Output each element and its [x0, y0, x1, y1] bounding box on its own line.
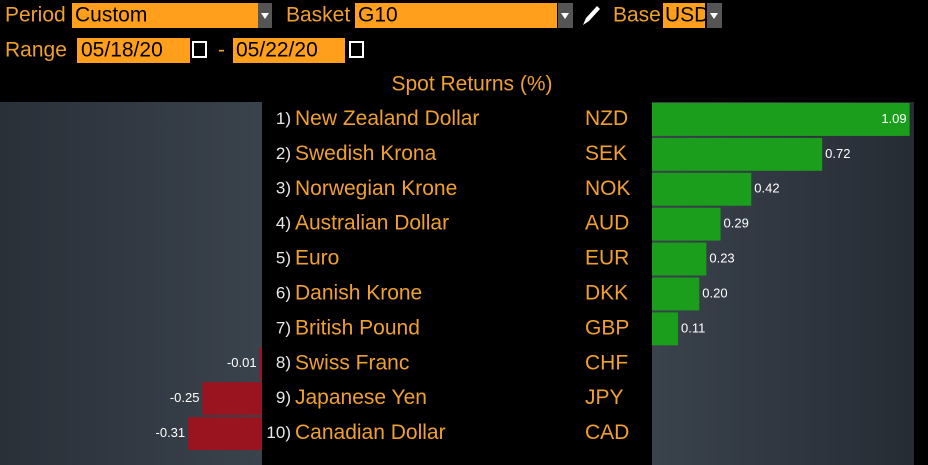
period-value: Custom	[75, 4, 147, 27]
value-label: 0.42	[754, 181, 779, 196]
bar	[652, 277, 700, 311]
rank: 4)	[276, 214, 291, 233]
rank: 2)	[276, 144, 291, 163]
value-label: -0.01	[227, 355, 257, 370]
chart-title: Spot Returns (%)	[391, 73, 552, 96]
period-field[interactable]	[72, 3, 258, 28]
bar	[652, 103, 910, 136]
rank: 5)	[276, 249, 291, 268]
currency-name: New Zealand Dollar	[295, 107, 479, 130]
currency-code: AUD	[585, 212, 629, 235]
bar	[652, 242, 707, 276]
currency-code: EUR	[585, 247, 629, 270]
currency-name: Danish Krone	[295, 281, 422, 304]
currency-name: Canadian Dollar	[295, 421, 446, 444]
bar	[652, 207, 721, 241]
value-label: 0.72	[825, 146, 850, 161]
value-label: 0.20	[702, 285, 727, 300]
currency-code: NZD	[585, 107, 628, 130]
dropdown-arrow	[261, 13, 269, 19]
calendar-icon[interactable]	[349, 41, 364, 58]
range-label: Range	[5, 39, 67, 62]
rank: 8)	[276, 353, 291, 372]
currency-name: Euro	[295, 247, 339, 270]
currency-code: JPY	[585, 386, 624, 409]
rank: 7)	[276, 318, 291, 337]
currency-name: Swedish Krona	[295, 142, 437, 165]
dropdown-arrow	[710, 13, 718, 19]
currency-code: DKK	[585, 281, 628, 304]
start-date-field[interactable]	[77, 38, 190, 63]
bar	[188, 417, 262, 450]
basket-label: Basket	[286, 4, 350, 27]
currency-name: Swiss Franc	[295, 351, 409, 374]
base-value: USD	[665, 4, 709, 27]
base-label: Base	[613, 4, 661, 27]
rank: 6)	[276, 283, 291, 302]
value-label: 1.09	[881, 111, 906, 126]
rank: 10)	[266, 423, 291, 442]
basket-field[interactable]	[355, 3, 557, 28]
currency-name: Japanese Yen	[295, 386, 427, 409]
currency-name: Norwegian Krone	[295, 177, 457, 200]
range-separator: -	[218, 39, 225, 62]
currency-code: GBP	[585, 316, 629, 339]
value-label: -0.25	[170, 390, 200, 405]
currency-code: SEK	[585, 142, 627, 165]
bar	[259, 347, 262, 381]
currency-code: CAD	[585, 421, 629, 444]
value-label: -0.31	[156, 425, 186, 440]
calendar-icon[interactable]	[192, 41, 207, 58]
end-date-field[interactable]	[233, 38, 345, 63]
currency-code: CHF	[585, 351, 628, 374]
value-label: 0.11	[681, 320, 705, 335]
currency-name: Australian Dollar	[295, 212, 449, 235]
bar	[652, 312, 678, 346]
value-label: 0.23	[709, 250, 734, 265]
currency-name: British Pound	[295, 316, 420, 339]
value-label: 0.29	[724, 216, 749, 231]
bar	[652, 137, 823, 171]
currency-code: NOK	[585, 177, 631, 200]
rank: 9)	[276, 388, 291, 407]
rank: 1)	[276, 109, 291, 128]
dropdown-arrow	[561, 13, 569, 19]
bar	[202, 382, 262, 416]
bar	[652, 172, 752, 206]
end-date: 05/22/20	[236, 39, 318, 62]
period-label: Period	[5, 4, 66, 27]
basket-value: G10	[358, 4, 398, 27]
rank: 3)	[276, 179, 291, 198]
start-date: 05/18/20	[81, 39, 163, 62]
edit-icon[interactable]	[583, 6, 600, 25]
base-field[interactable]	[663, 3, 705, 28]
